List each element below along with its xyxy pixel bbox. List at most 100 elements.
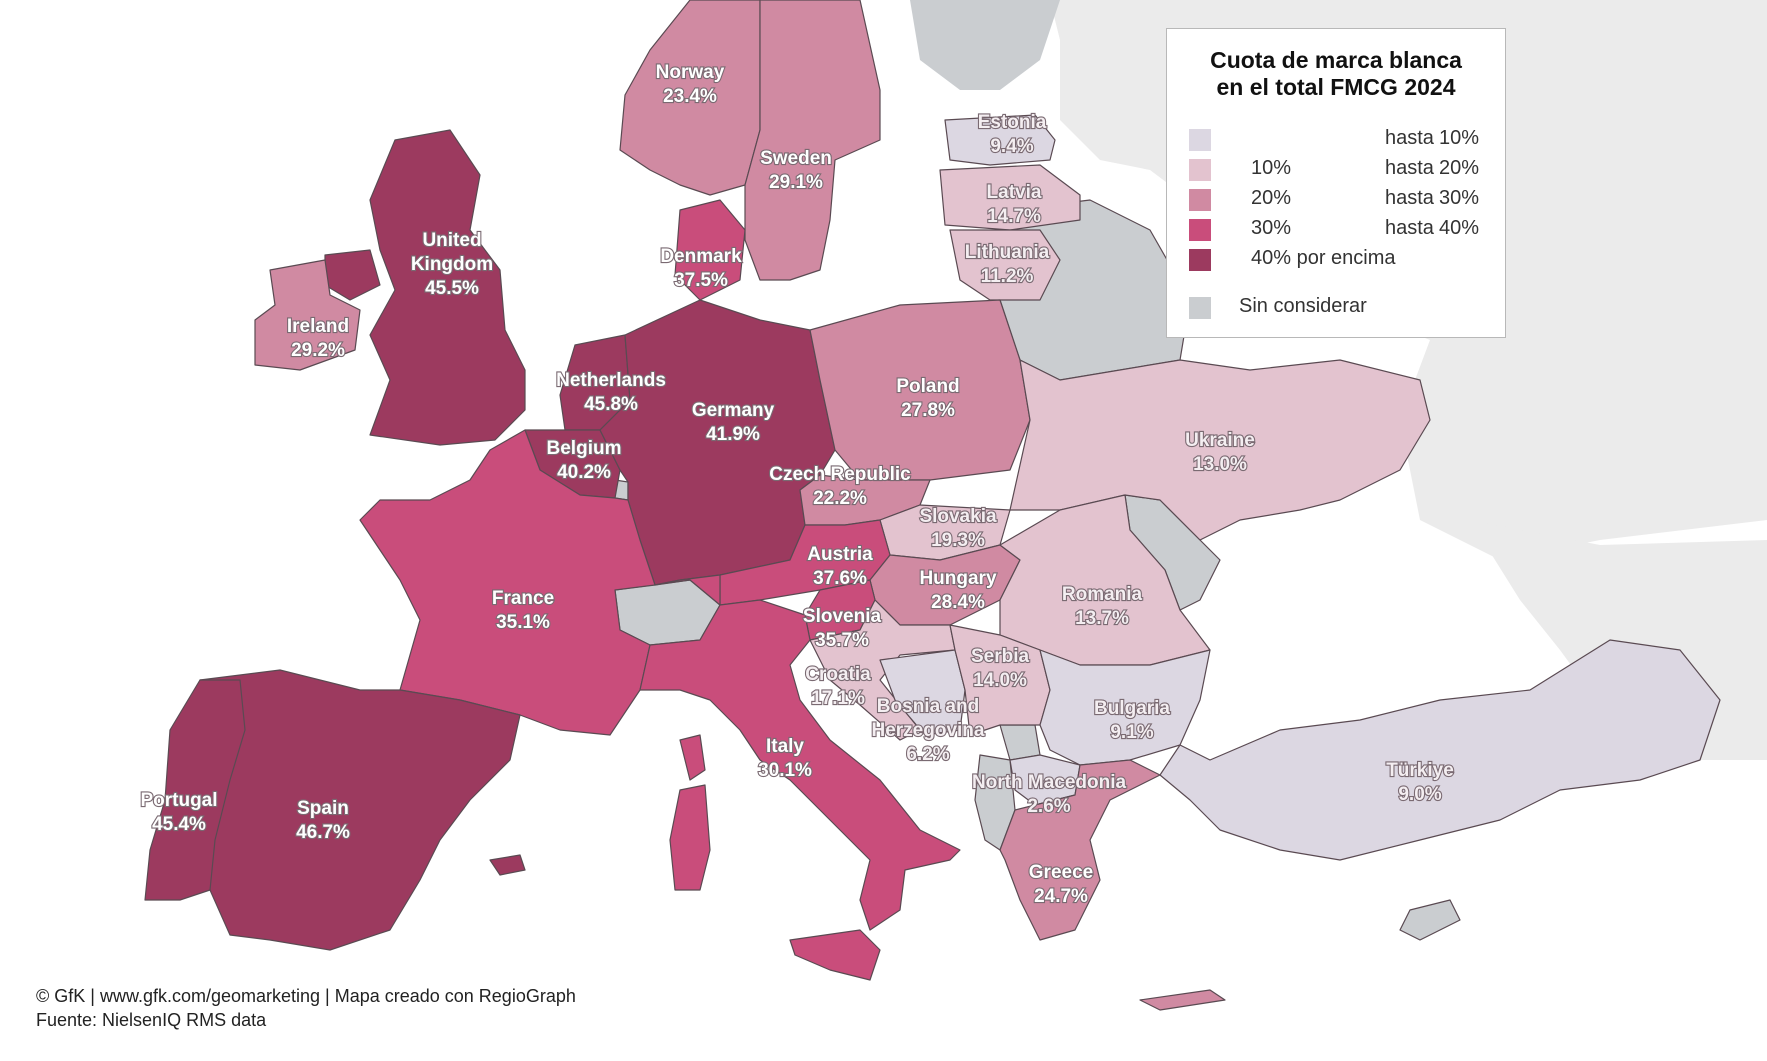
country-name: Slovakia (919, 506, 997, 527)
serbia-region (949, 624, 1051, 736)
country-value: 45.4% (152, 814, 206, 835)
legend-lower: 30% (1251, 217, 1292, 239)
country-name: Italy (766, 736, 804, 757)
sweden-region (744, 0, 881, 281)
country-name: North Macedonia (972, 772, 1127, 793)
corsica-region (679, 734, 706, 781)
legend-class-1: 10% hasta 20% (1189, 157, 1489, 181)
label-germany: Germany 41.9% (691, 399, 776, 446)
ireland-region (254, 259, 361, 371)
legend-swatch (1189, 159, 1211, 181)
legend-not-considered: Sin considerar (1189, 295, 1489, 319)
lithuania-region (949, 229, 1061, 301)
legend-class-3: 30% hasta 40% (1189, 217, 1489, 241)
country-value: 23.4% (663, 86, 717, 107)
label-estonia: Estonia 9.4% (977, 111, 1048, 158)
label-romania: Romania 13.7% (1061, 583, 1144, 630)
legend-class-0: hasta 10% (1189, 127, 1489, 151)
country-name: Herzegovina (872, 720, 985, 741)
label-slovakia: Slovakia 19.3% (918, 505, 998, 552)
legend-swatch (1189, 297, 1211, 319)
balearic-region (489, 854, 526, 876)
label-united-kingdom: United Kingdom 45.5% (410, 229, 495, 300)
label-hungary: Hungary 28.4% (918, 567, 998, 614)
northern-ireland-region (324, 249, 381, 301)
country-name: Sweden (760, 148, 832, 169)
country-name: Ukraine (1185, 430, 1255, 451)
legend-lower: 20% (1251, 187, 1292, 209)
label-greece: Greece 24.7% (1028, 861, 1095, 908)
country-value: 40.2% (557, 462, 611, 483)
label-turkiye: Türkiye 9.0% (1385, 759, 1455, 806)
legend-swatch (1189, 219, 1211, 241)
latvia-region (939, 164, 1081, 231)
turkiye-region (1159, 639, 1721, 861)
country-name: Croatia (805, 664, 871, 685)
label-portugal: Portugal 45.4% (139, 789, 218, 836)
legend-title-line2: en el total FMCG 2024 (1216, 74, 1456, 100)
country-value: 29.2% (291, 340, 345, 361)
label-italy: Italy 30.1% (757, 735, 813, 782)
label-norway: Norway 23.4% (655, 61, 726, 108)
label-slovenia: Slovenia 35.7% (802, 605, 883, 652)
country-name: Spain (297, 798, 349, 819)
country-name: Türkiye (1386, 760, 1454, 781)
legend-swatch (1189, 249, 1211, 271)
bulgaria-region (1039, 649, 1211, 766)
label-poland: Poland 27.8% (895, 375, 961, 422)
country-value: 6.2% (906, 744, 949, 765)
label-north-macedonia: North Macedonia 2.6% (971, 771, 1128, 818)
legend-swatch (1189, 129, 1211, 151)
cyprus-region (1399, 899, 1461, 941)
country-name: United (422, 230, 481, 251)
legend-upper: 20% (1439, 157, 1480, 179)
country-name: Portugal (140, 790, 217, 811)
ukraine-region (1009, 359, 1431, 541)
legend-not-considered-label: Sin considerar (1239, 295, 1367, 317)
label-austria: Austria 37.6% (806, 543, 874, 590)
country-name: Norway (656, 62, 725, 83)
label-serbia: Serbia 14.0% (970, 645, 1031, 692)
country-value: 22.2% (813, 488, 867, 509)
country-value: 13.0% (1193, 454, 1247, 475)
country-value: 45.5% (425, 278, 479, 299)
sicily-region (789, 929, 881, 981)
country-value: 2.6% (1027, 796, 1070, 817)
label-croatia: Croatia 17.1% (804, 663, 872, 710)
sardinia-region (669, 784, 711, 891)
legend-upper: 30% (1439, 187, 1480, 209)
label-ukraine: Ukraine 13.0% (1184, 429, 1256, 476)
country-name: Serbia (971, 646, 1030, 667)
label-latvia: Latvia 14.7% (985, 181, 1043, 228)
great-britain-region (369, 129, 526, 446)
label-ireland: Ireland 29.2% (286, 315, 351, 362)
country-value: 14.7% (987, 206, 1041, 227)
legend-title-line1: Cuota de marca blanca (1210, 47, 1462, 73)
finland-landmass (910, 0, 1060, 90)
legend-lower: 10% (1251, 157, 1292, 179)
country-value: 28.4% (931, 592, 985, 613)
credit-line: © GfK | www.gfk.com/geomarketing | Mapa … (36, 986, 576, 1006)
label-sweden: Sweden 29.1% (759, 147, 833, 194)
label-france: France 35.1% (491, 587, 556, 634)
country-name: Denmark (660, 246, 742, 267)
kosovo-region (999, 724, 1041, 761)
legend-hasta: hasta (1385, 187, 1434, 209)
country-value: 9.0% (1398, 784, 1441, 805)
country-name: Poland (896, 376, 959, 397)
country-name: Slovenia (803, 606, 882, 627)
label-czech-republic: Czech Republic 22.2% (768, 463, 912, 510)
label-lithuania: Lithuania 11.2% (964, 241, 1051, 288)
france-region (359, 429, 656, 736)
legend-class-4: 40% por encima (1189, 247, 1489, 271)
country-name: Netherlands (556, 370, 666, 391)
legend-class-2: 20% hasta 30% (1189, 187, 1489, 211)
label-spain: Spain 46.7% (295, 797, 351, 844)
country-name: Ireland (287, 316, 349, 337)
country-name: Latvia (987, 182, 1042, 203)
country-name: France (492, 588, 554, 609)
country-name: Bosnia and (877, 696, 979, 717)
country-name: Romania (1062, 584, 1143, 605)
country-name: Kingdom (411, 254, 493, 275)
